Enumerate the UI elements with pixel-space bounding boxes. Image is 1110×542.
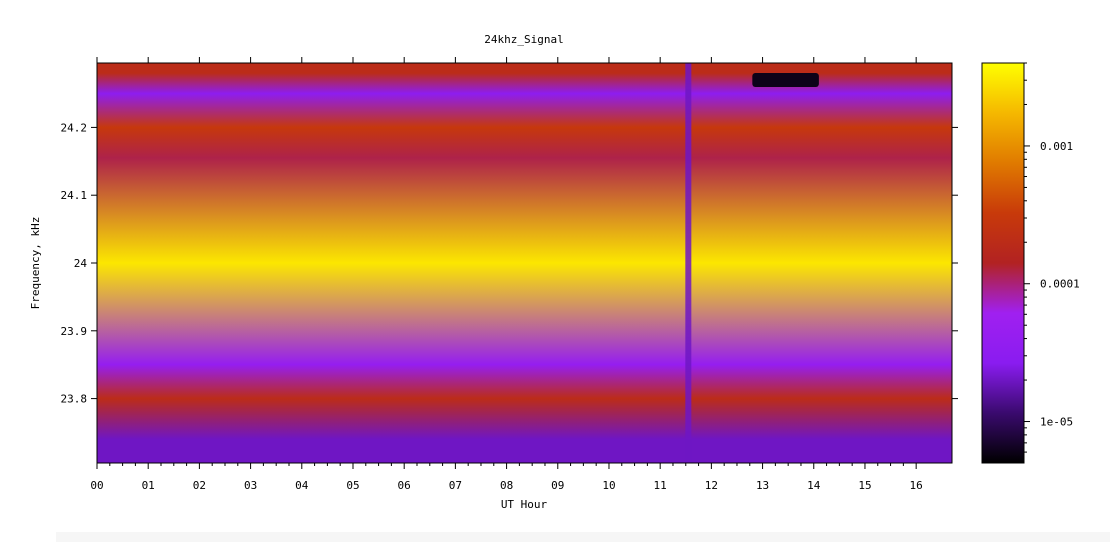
y-tick-label: 24.1 bbox=[61, 189, 88, 202]
heatmap-dark-patch bbox=[752, 72, 819, 87]
x-tick-label: 11 bbox=[654, 479, 667, 492]
x-tick-label: 00 bbox=[90, 479, 103, 492]
x-tick-label: 04 bbox=[295, 479, 309, 492]
heatmap-vertical-dip bbox=[685, 63, 692, 463]
x-tick-label: 03 bbox=[244, 479, 257, 492]
colorbar-tick-label: 0.001 bbox=[1040, 140, 1073, 153]
x-tick-label: 08 bbox=[500, 479, 513, 492]
colorbar-ticks: 0.001 0.0001 1e-05 bbox=[1024, 62, 1080, 453]
y-axis: 23.8 23.9 24 24.1 24.2 bbox=[61, 121, 958, 406]
x-axis: 00 01 02 03 04 05 06 07 08 09 10 11 12 13 14 15 16 bbox=[90, 57, 923, 492]
colorbar-gradient bbox=[981, 62, 1025, 464]
colorbar-tick-label: 0.0001 bbox=[1040, 278, 1080, 291]
heatmap-surface bbox=[97, 63, 952, 463]
x-tick-label: 09 bbox=[551, 479, 564, 492]
x-tick-label: 06 bbox=[398, 479, 411, 492]
heatmap-features bbox=[685, 63, 819, 463]
x-axis-label: UT Hour bbox=[501, 498, 548, 511]
x-tick-label: 01 bbox=[142, 479, 155, 492]
x-tick-label: 02 bbox=[193, 479, 206, 492]
footer-strip bbox=[56, 532, 1110, 542]
x-tick-label: 07 bbox=[449, 479, 462, 492]
x-tick-label: 05 bbox=[346, 479, 359, 492]
x-tick-label: 12 bbox=[705, 479, 718, 492]
x-tick-label: 16 bbox=[910, 479, 923, 492]
colorbar: 0.001 0.0001 1e-05 bbox=[981, 62, 1080, 464]
y-tick-label: 23.8 bbox=[61, 393, 88, 406]
heatmap-plot bbox=[96, 62, 953, 464]
x-tick-label: 15 bbox=[858, 479, 871, 492]
chart-title: 24khz_Signal bbox=[484, 33, 563, 46]
y-tick-label: 24 bbox=[74, 257, 88, 270]
y-tick-label: 24.2 bbox=[61, 121, 88, 134]
y-axis-label: Frequency, kHz bbox=[29, 217, 42, 310]
x-tick-label: 10 bbox=[602, 479, 615, 492]
x-tick-label: 14 bbox=[807, 479, 821, 492]
x-tick-label: 13 bbox=[756, 479, 769, 492]
y-tick-label: 23.9 bbox=[61, 325, 88, 338]
colorbar-tick-label: 1e-05 bbox=[1040, 416, 1073, 429]
